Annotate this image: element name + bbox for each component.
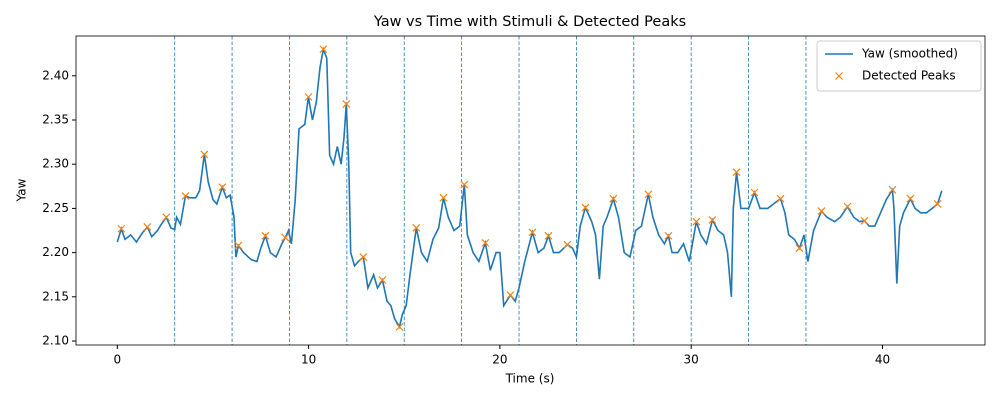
peak-marker (843, 202, 852, 211)
peak-marker (609, 194, 618, 203)
y-tick-label: 2.20 (42, 245, 69, 259)
peak-marker (692, 217, 701, 226)
peak-marker (200, 150, 209, 159)
peak-marker (218, 183, 227, 192)
peak-marker (581, 203, 590, 212)
peak-marker (439, 193, 448, 202)
peak-marker (708, 215, 717, 224)
peak-marker (304, 93, 313, 101)
peak-marker (732, 168, 741, 177)
peak-marker (528, 228, 537, 237)
peak-marker (359, 253, 368, 261)
plot-frame (75, 35, 986, 346)
chart-title: Yaw vs Time with Stimuli & Detected Peak… (373, 14, 686, 30)
peak-marker (776, 194, 785, 203)
peak-marker (544, 231, 553, 240)
peak-marker (506, 291, 515, 299)
peak-marker (460, 180, 469, 189)
peak-marker (319, 45, 328, 54)
x-axis-label: Time (s) (505, 372, 555, 386)
peak-marker (281, 233, 290, 242)
yaw-line (116, 46, 943, 329)
peak-marker (563, 240, 572, 249)
peak-marker (181, 192, 190, 200)
y-axis-label: Yaw (15, 178, 29, 202)
peak-marker (817, 207, 826, 215)
peak-marker (395, 322, 404, 331)
peak-marker (860, 216, 869, 225)
y-tick-label: 2.40 (42, 68, 69, 82)
peak-marker (117, 224, 126, 233)
peak-marker (644, 190, 653, 199)
peak-marker (412, 223, 421, 232)
x-tick-label: 10 (301, 353, 316, 367)
y-tick-label: 2.30 (42, 157, 69, 171)
peak-marker (481, 238, 490, 247)
peak-marker (143, 223, 152, 231)
peak-marker (933, 200, 942, 208)
x-tick-label: 0 (113, 353, 121, 367)
y-tick-label: 2.25 (42, 201, 69, 215)
y-tick-label: 2.35 (42, 112, 69, 126)
peak-marker (234, 241, 243, 250)
peak-marker (750, 188, 759, 197)
x-tick-label: 30 (684, 353, 699, 367)
peak-marker (664, 231, 673, 240)
peak-marker (378, 276, 387, 284)
y-tick-label: 2.10 (42, 334, 69, 348)
y-tick-label: 2.15 (42, 289, 69, 303)
legend-box (816, 40, 982, 92)
peak-marker (162, 213, 171, 222)
peak-marker (342, 100, 351, 109)
legend-label: Yaw (smoothed) (861, 47, 958, 61)
peak-marker (795, 244, 804, 253)
peak-marker (906, 194, 915, 203)
peak-marker (261, 231, 270, 240)
x-tick-label: 20 (492, 353, 507, 367)
legend-marker (835, 72, 843, 80)
legend-label: Detected Peaks (862, 69, 956, 83)
peak-marker (888, 185, 897, 194)
x-tick-label: 40 (875, 353, 890, 367)
